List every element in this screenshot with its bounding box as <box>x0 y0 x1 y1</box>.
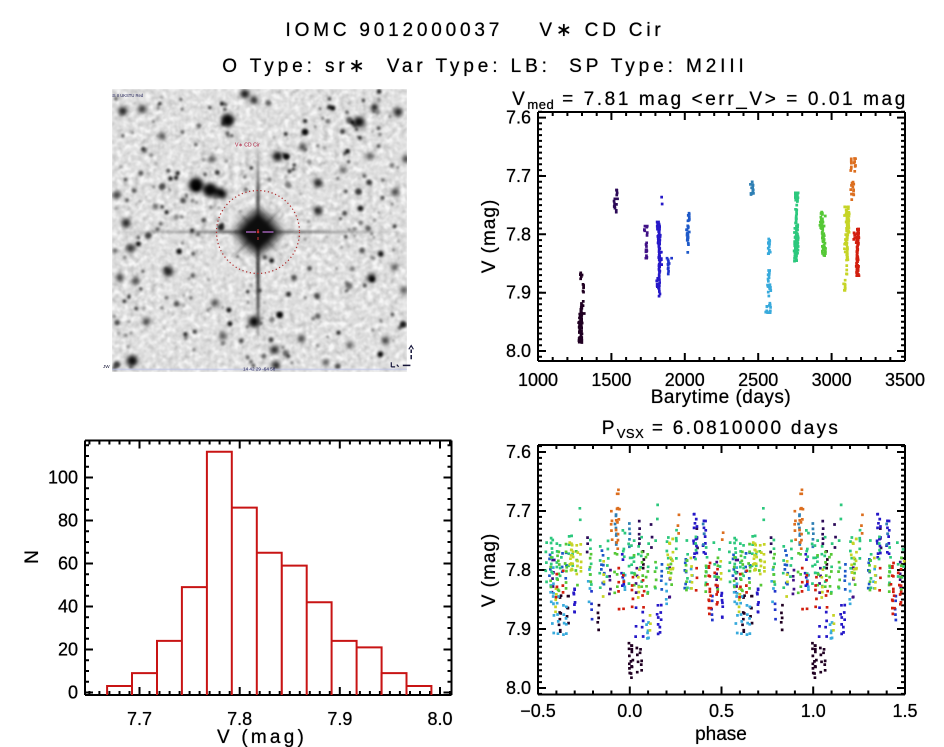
svg-text:−0.5: −0.5 <box>520 701 556 721</box>
svg-text:PVSX = 6.0810000 days: PVSX = 6.0810000 days <box>602 418 840 441</box>
svg-text:7.9: 7.9 <box>327 709 352 729</box>
svg-text:20: 20 <box>58 640 78 660</box>
svg-text:7.9: 7.9 <box>506 283 531 303</box>
svg-text:0.5: 0.5 <box>709 701 734 721</box>
svg-text:0.0: 0.0 <box>617 701 642 721</box>
svg-text:7.7: 7.7 <box>506 166 531 186</box>
svg-text:80: 80 <box>58 511 78 531</box>
svg-text:1000: 1000 <box>518 370 558 390</box>
svg-text:8.0: 8.0 <box>506 341 531 361</box>
svg-text:Barytime (days): Barytime (days) <box>651 387 792 408</box>
svg-text:phase: phase <box>695 724 747 745</box>
svg-text:3000: 3000 <box>812 370 852 390</box>
svg-text:IOMC 9012000037 V∗ CD Cir: IOMC 9012000037 V∗ CD Cir <box>286 20 665 41</box>
svg-text:7.8: 7.8 <box>506 560 531 580</box>
svg-text:60: 60 <box>58 554 78 574</box>
svg-text:14 42 29 -64 58: 14 42 29 -64 58 <box>243 367 276 372</box>
svg-text:V (mag): V (mag) <box>479 199 500 274</box>
svg-text:7.7: 7.7 <box>506 501 531 521</box>
svg-text:100: 100 <box>48 468 78 488</box>
svg-text:O Type: sr∗ Var Type: LB: SP: O Type: sr∗ Var Type: LB: SP Type: M2III <box>222 56 747 77</box>
svg-text:1500: 1500 <box>591 370 631 390</box>
svg-text:2500: 2500 <box>738 370 778 390</box>
svg-text:8.0: 8.0 <box>427 709 452 729</box>
svg-text:0: 0 <box>68 683 78 703</box>
svg-text:7.9: 7.9 <box>506 619 531 639</box>
svg-text:V (mag): V (mag) <box>217 727 307 747</box>
svg-text:1.5: 1.5 <box>892 701 917 721</box>
svg-text:7.6: 7.6 <box>506 108 531 128</box>
svg-text:3500: 3500 <box>885 370 925 390</box>
svg-text:40: 40 <box>58 597 78 617</box>
svg-text:7.7: 7.7 <box>127 709 152 729</box>
svg-text:1.0: 1.0 <box>801 701 826 721</box>
svg-text:8.0: 8.0 <box>506 678 531 698</box>
svg-text:V∗ CD Cir: V∗ CD Cir <box>235 143 260 149</box>
svg-text:JW: JW <box>103 364 110 369</box>
svg-text:Vmed = 7.81 mag <err_V> = 0.01: Vmed = 7.81 mag <err_V> = 0.01 mag <box>512 89 908 112</box>
svg-text:N: N <box>22 550 43 564</box>
svg-text:V (mag): V (mag) <box>479 533 500 608</box>
svg-text:POSS II UKSTU Red: POSS II UKSTU Red <box>104 93 144 98</box>
svg-text:7.6: 7.6 <box>506 442 531 462</box>
svg-text:2000: 2000 <box>665 370 705 390</box>
svg-text:7.8: 7.8 <box>506 224 531 244</box>
svg-text:7.8: 7.8 <box>227 709 252 729</box>
